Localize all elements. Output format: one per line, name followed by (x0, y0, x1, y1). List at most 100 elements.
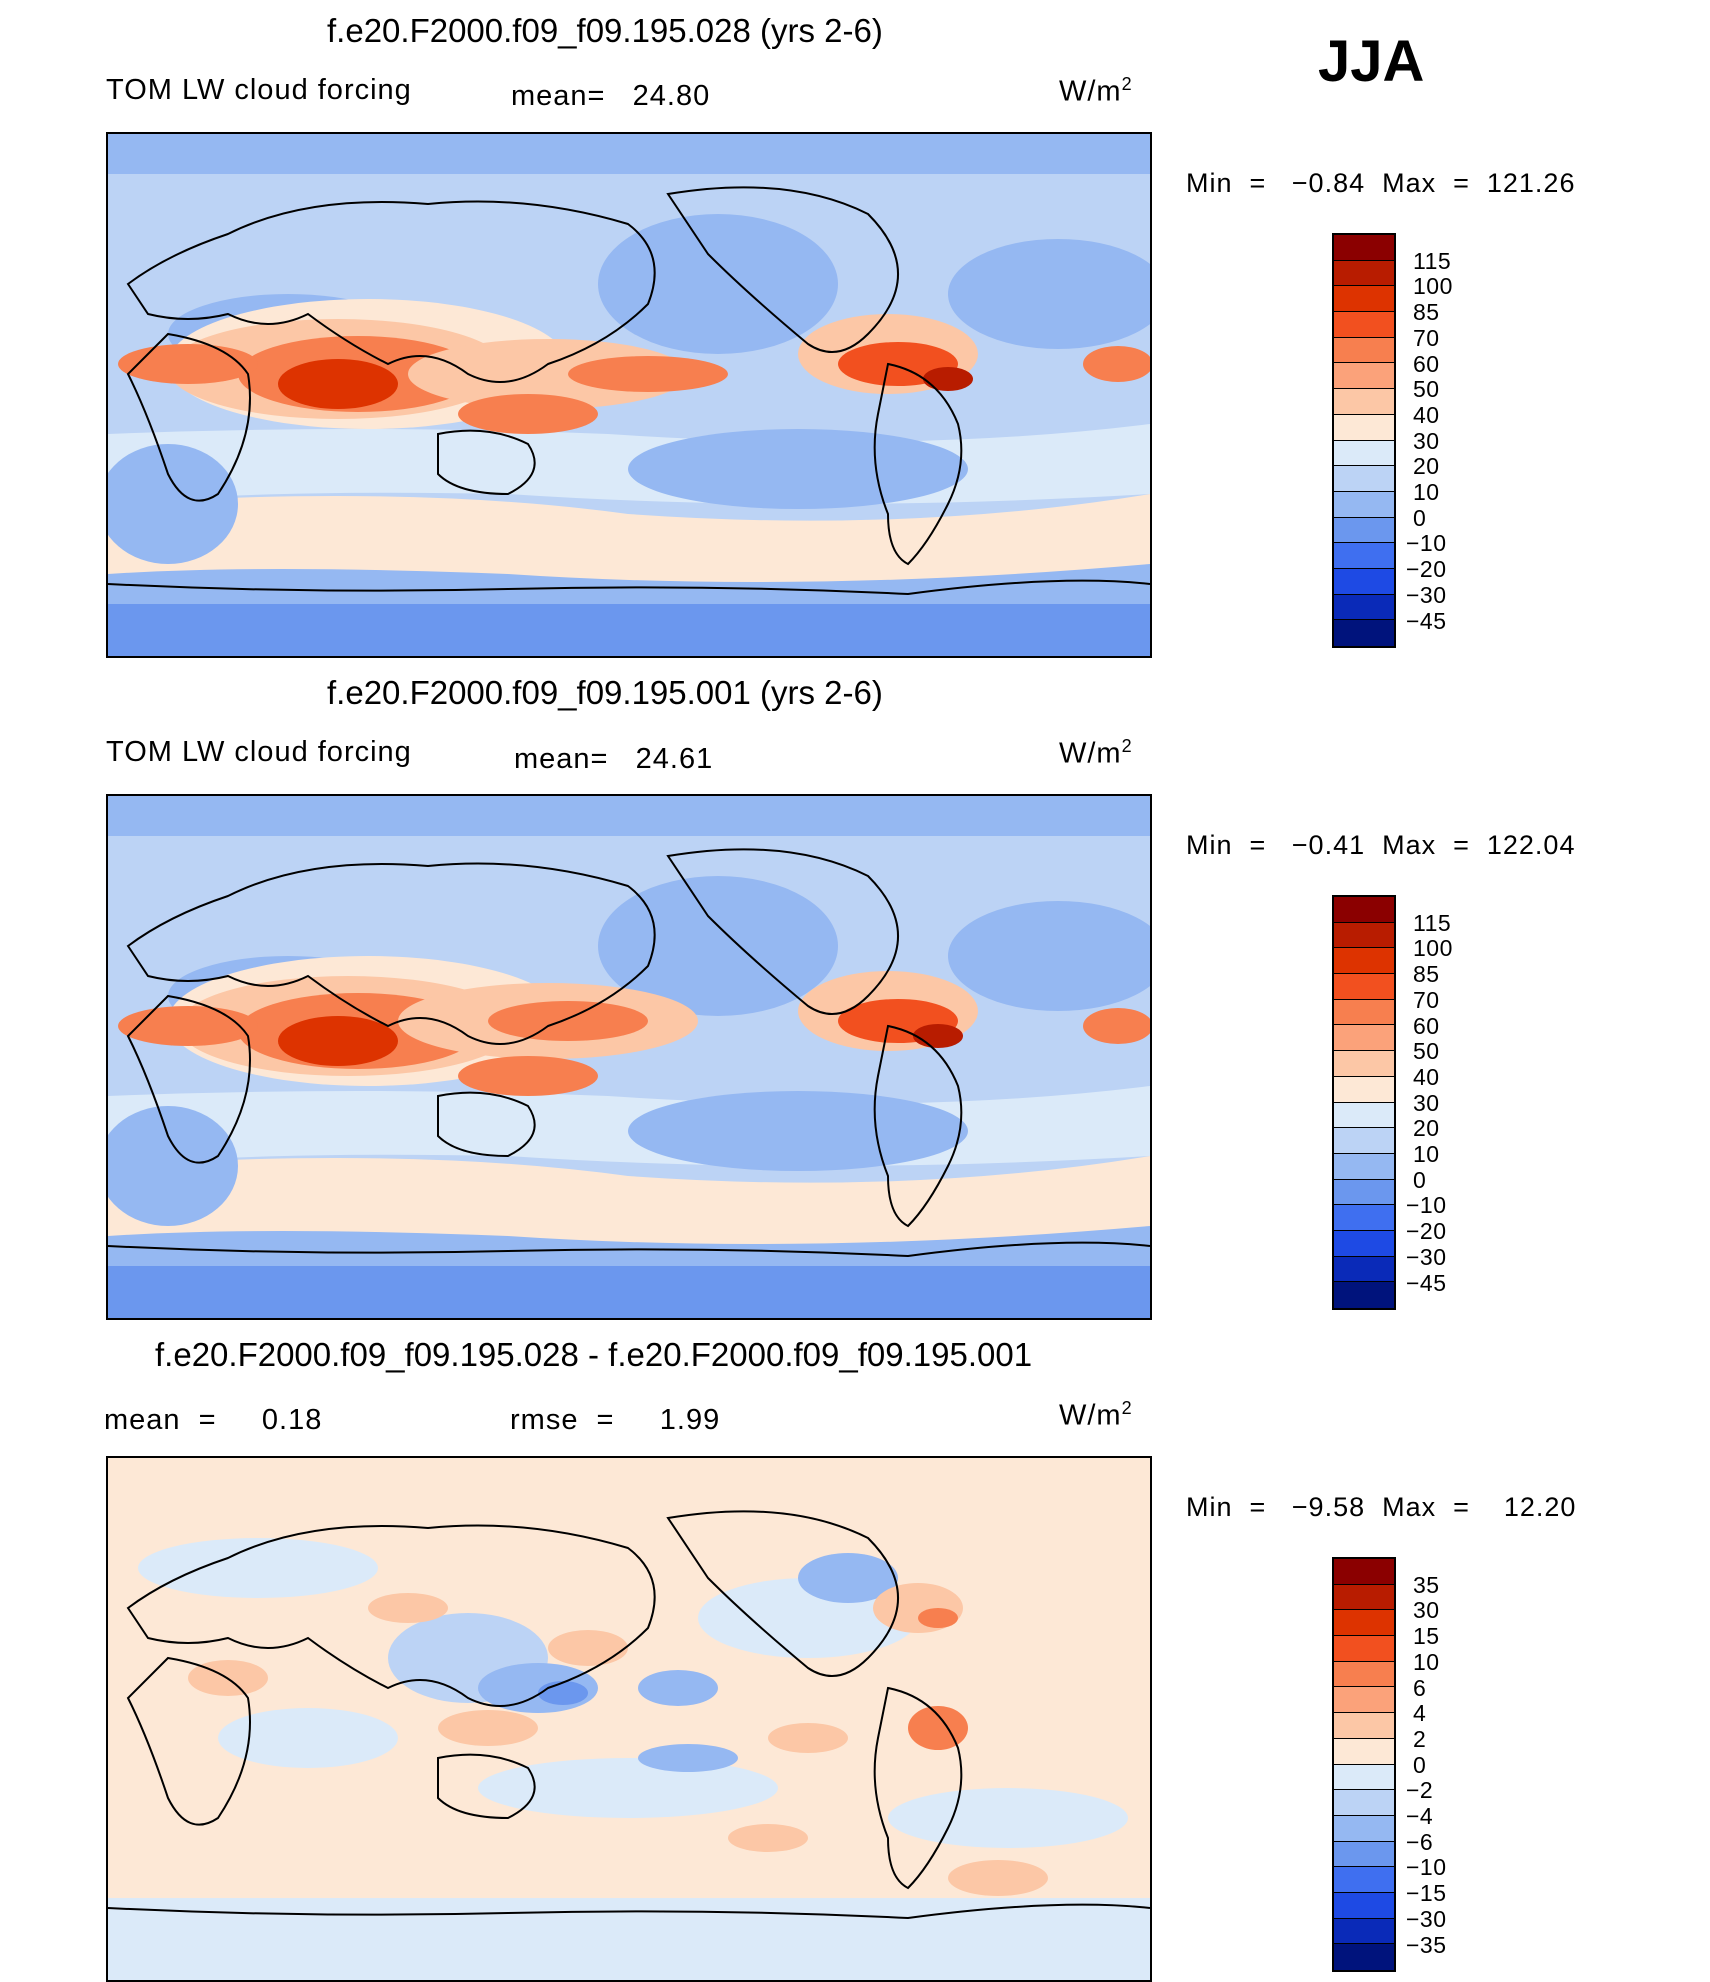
colorbar (1332, 895, 1396, 1310)
colorbar-swatch (1334, 1025, 1394, 1052)
colorbar-swatch (1334, 1282, 1394, 1308)
colorbar-swatch (1334, 286, 1394, 313)
colorbar-swatch (1334, 974, 1394, 1000)
colorbar-swatch (1334, 491, 1394, 518)
colorbar-swatch (1334, 414, 1394, 441)
colorbar-tick-label: 4 (1413, 1700, 1427, 1727)
colorbar-swatch (1334, 948, 1394, 975)
colorbar-tick-label: −6 (1406, 1828, 1434, 1855)
colorbar-tick-label: −20 (1406, 1218, 1447, 1245)
colorbar-swatch (1334, 922, 1394, 949)
panel-title: f.e20.F2000.f09_f09.195.028 (yrs 2-6) (327, 12, 883, 49)
colorbar-tick-label: −4 (1406, 1803, 1434, 1829)
colorbar-swatch (1334, 1205, 1394, 1231)
colorbar (1332, 233, 1396, 648)
colorbar-swatch (1334, 466, 1394, 492)
colorbar-swatch (1334, 1584, 1394, 1611)
colorbar-swatch (1334, 1764, 1394, 1791)
mean-label: mean = 0.18 (104, 1404, 323, 1436)
minmax-label: Min = −0.84 Max = 121.26 (1186, 168, 1576, 198)
colorbar-swatch (1334, 1051, 1394, 1077)
colorbar-tick-label: 85 (1413, 961, 1440, 988)
colorbar-tick-label: 70 (1413, 324, 1440, 351)
mean-label: mean= 24.61 (514, 743, 714, 775)
map-plot (106, 1456, 1152, 1982)
colorbar-tick-label: 70 (1413, 986, 1440, 1013)
colorbar-tick-label: 40 (1413, 401, 1440, 428)
colorbar-swatch (1334, 517, 1394, 544)
minmax-label: Min = −9.58 Max = 12.20 (1186, 1492, 1577, 1522)
colorbar-tick-label: 60 (1413, 1012, 1440, 1039)
colorbar-tick-label: 100 (1413, 273, 1453, 300)
colorbar-swatch (1334, 568, 1394, 595)
variable-label: TOM LW cloud forcing (106, 74, 412, 106)
colorbar-swatch (1334, 1790, 1394, 1816)
colorbar-swatch (1334, 1102, 1394, 1129)
colorbar-tick-label: 6 (1413, 1674, 1427, 1701)
colorbar-swatch (1334, 389, 1394, 415)
colorbar-swatch (1334, 337, 1394, 364)
colorbar-swatch (1334, 1153, 1394, 1180)
colorbar-tick-label: 2 (1413, 1725, 1427, 1752)
colorbar-tick-label: −2 (1406, 1777, 1434, 1804)
colorbar-tick-label: 10 (1413, 1141, 1440, 1167)
colorbar-tick-label: 35 (1413, 1571, 1440, 1598)
colorbar-swatch (1334, 1661, 1394, 1688)
colorbar-swatch (1334, 235, 1394, 261)
colorbar-tick-label: −10 (1406, 1192, 1447, 1219)
colorbar-tick-label: 50 (1413, 1038, 1440, 1065)
colorbar-tick-label: 10 (1413, 1648, 1440, 1675)
colorbar-tick-label: 115 (1413, 909, 1452, 936)
colorbar-swatch (1334, 1256, 1394, 1283)
colorbar-tick-label: −10 (1406, 1854, 1447, 1881)
colorbar-tick-label: 50 (1413, 376, 1440, 403)
mean-label: mean= 24.80 (511, 80, 711, 112)
colorbar-swatch (1334, 999, 1394, 1026)
colorbar-tick-label: −35 (1406, 1931, 1447, 1958)
map-plot (106, 794, 1152, 1320)
colorbar-tick-label: −10 (1406, 530, 1447, 557)
colorbar-swatch (1334, 897, 1394, 923)
colorbar-tick-label: 30 (1413, 1089, 1440, 1116)
colorbar-tick-label: 85 (1413, 299, 1440, 326)
colorbar-swatch (1334, 1559, 1394, 1585)
colorbar-tick-label: 20 (1413, 1115, 1440, 1142)
colorbar-swatch (1334, 1918, 1394, 1945)
colorbar-swatch (1334, 1128, 1394, 1154)
colorbar-tick-label: 0 (1413, 1166, 1427, 1193)
rmse-label: rmse = 1.99 (510, 1404, 721, 1436)
colorbar-swatch (1334, 1815, 1394, 1842)
colorbar-swatch (1334, 1610, 1394, 1637)
units-label: W/m2 (1059, 1398, 1133, 1432)
colorbar-tick-label: −30 (1406, 1243, 1447, 1270)
colorbar-swatch (1334, 1892, 1394, 1919)
colorbar-tick-label: 115 (1413, 247, 1452, 274)
colorbar-tick-label: 60 (1413, 350, 1440, 377)
colorbar-tick-label: −45 (1406, 1269, 1447, 1296)
map-plot (106, 132, 1152, 658)
colorbar-swatch (1334, 1230, 1394, 1257)
colorbar-tick-label: 100 (1413, 935, 1453, 962)
colorbar-swatch (1334, 1687, 1394, 1714)
colorbar-swatch (1334, 594, 1394, 621)
colorbar-tick-label: 20 (1413, 453, 1440, 480)
panel-title: f.e20.F2000.f09_f09.195.028 - f.e20.F200… (155, 1336, 1033, 1373)
season-label: JJA (1318, 29, 1425, 94)
colorbar-swatch (1334, 1944, 1394, 1970)
colorbar-tick-label: 0 (1413, 1751, 1427, 1778)
colorbar-swatch (1334, 543, 1394, 569)
variable-label: TOM LW cloud forcing (106, 736, 412, 768)
colorbar-swatch (1334, 363, 1394, 390)
colorbar-tick-label: 0 (1413, 504, 1427, 531)
colorbar-swatch (1334, 1179, 1394, 1206)
colorbar-tick-label: 15 (1413, 1623, 1440, 1650)
colorbar-tick-label: 40 (1413, 1063, 1440, 1090)
colorbar-tick-label: 30 (1413, 427, 1440, 454)
colorbar-tick-label: −30 (1406, 1905, 1447, 1932)
panel-title: f.e20.F2000.f09_f09.195.001 (yrs 2-6) (327, 674, 883, 711)
colorbar-swatch (1334, 1636, 1394, 1662)
units-label: W/m2 (1059, 736, 1133, 770)
colorbar-swatch (1334, 1841, 1394, 1868)
colorbar-swatch (1334, 1867, 1394, 1893)
colorbar-swatch (1334, 440, 1394, 467)
